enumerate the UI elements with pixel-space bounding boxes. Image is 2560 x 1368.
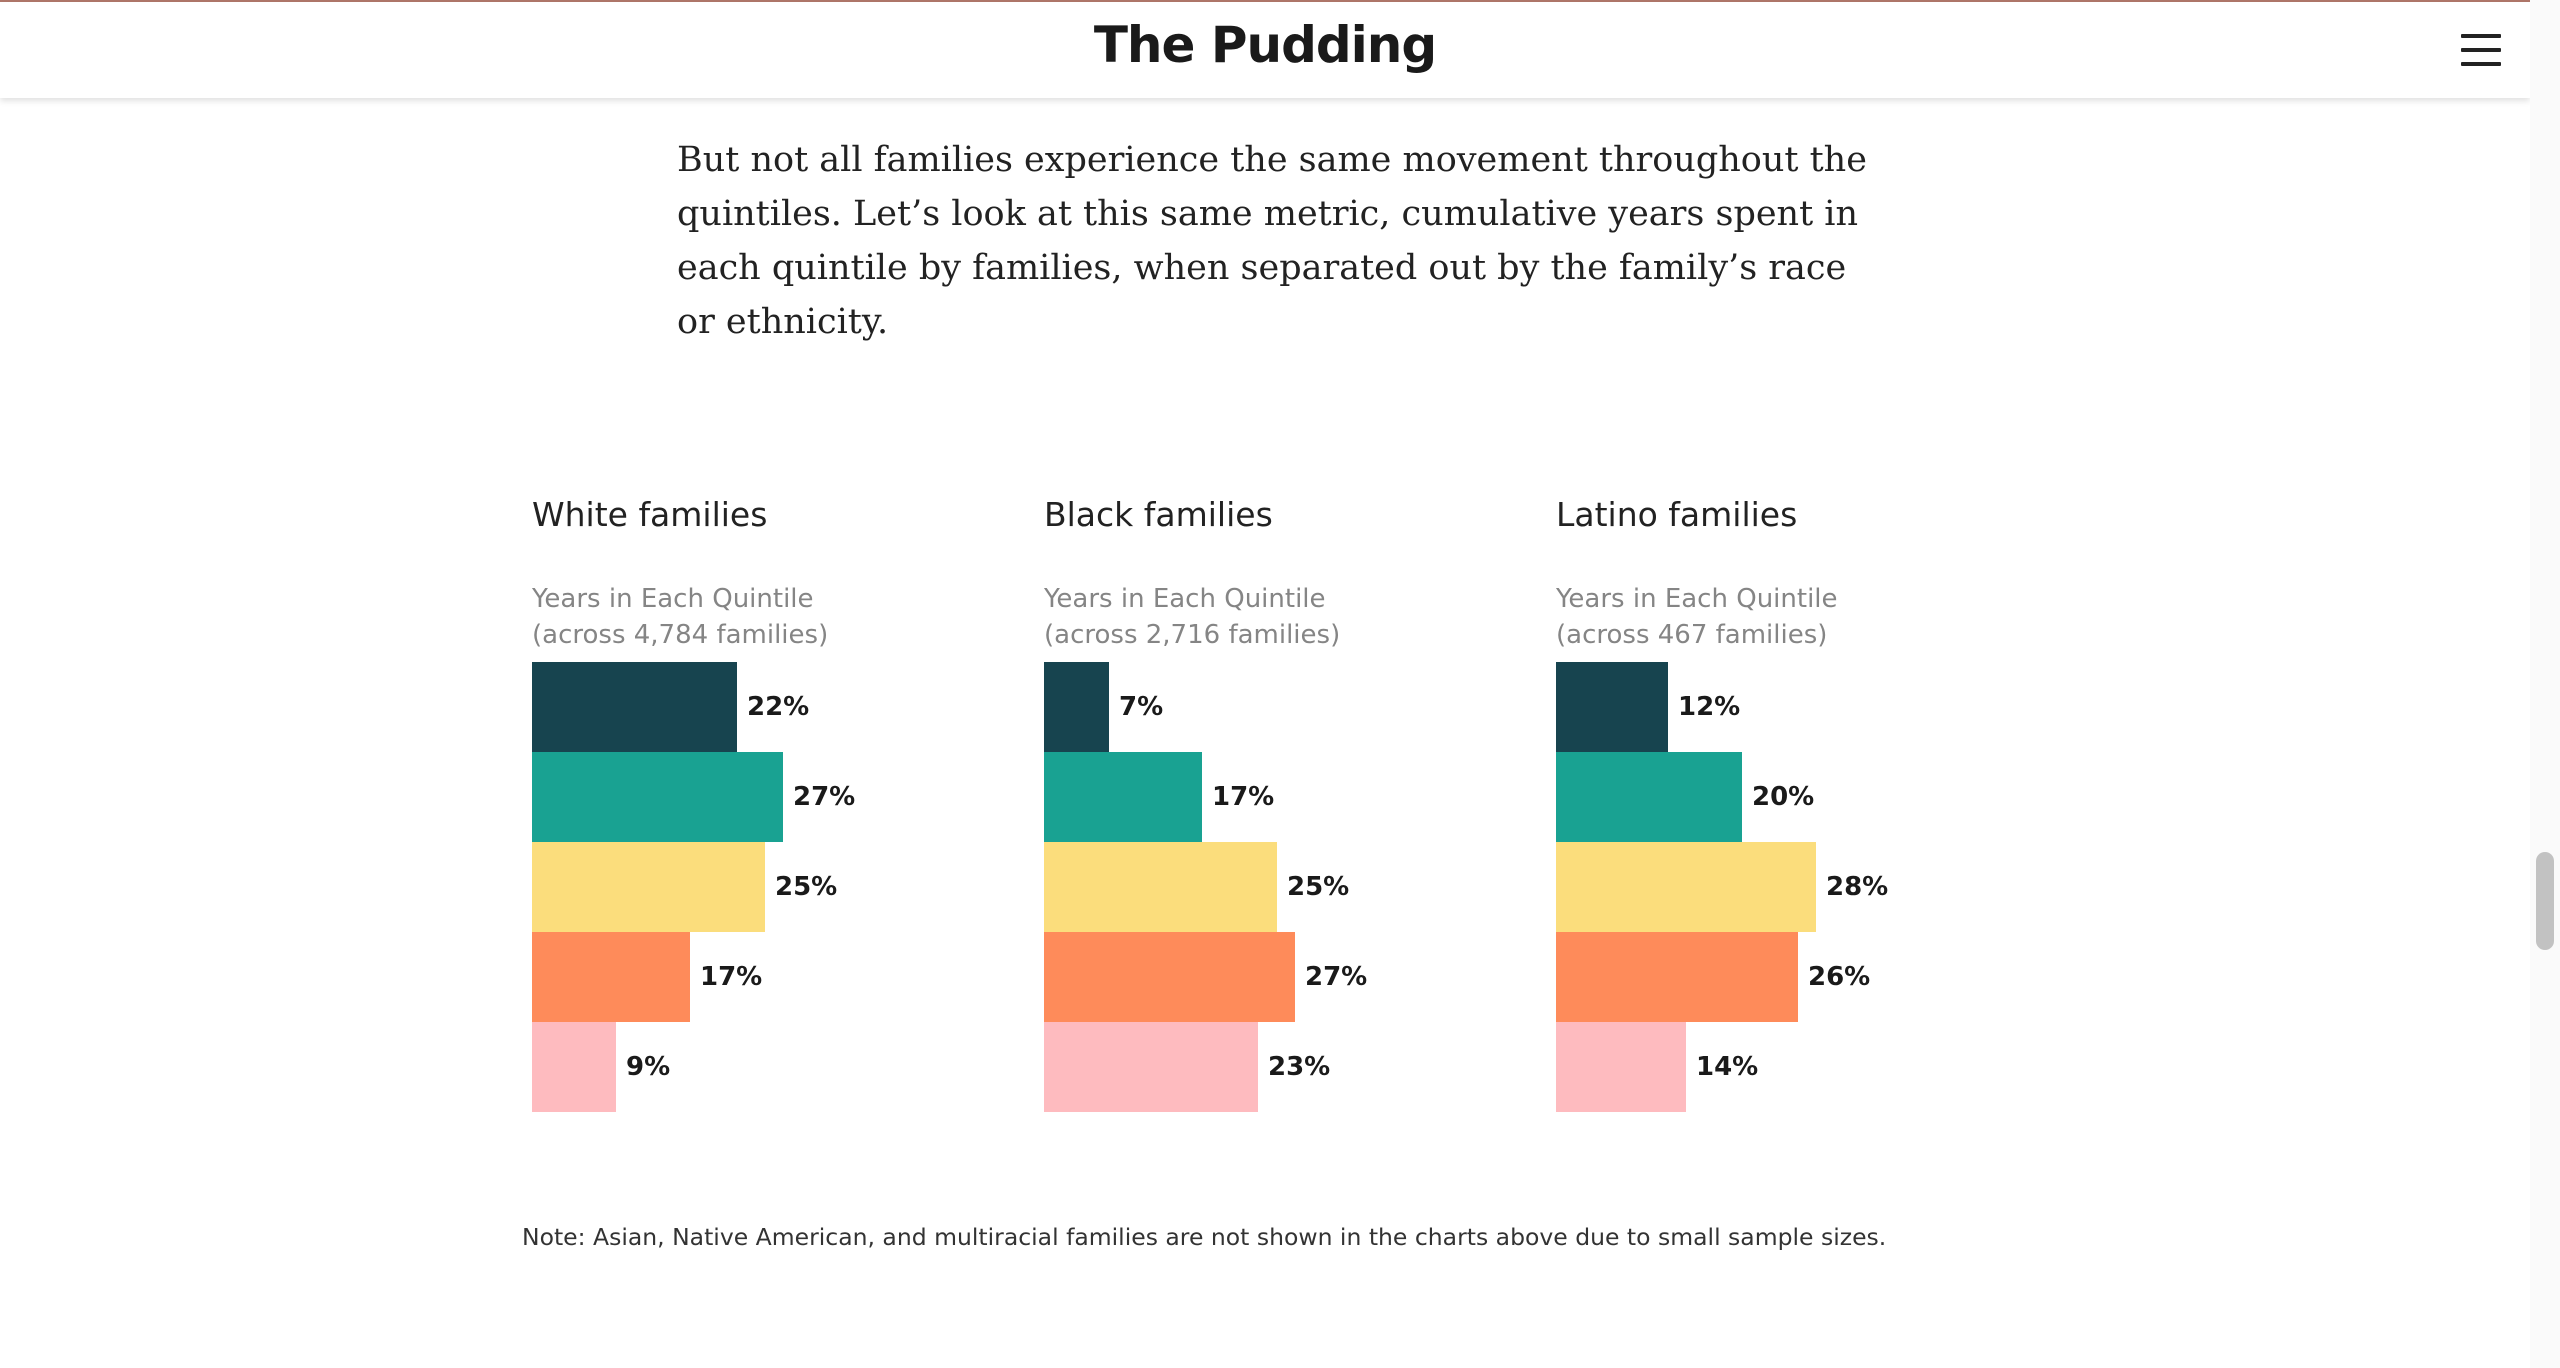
bar: [1556, 662, 1668, 752]
footnote: Note: Asian, Native American, and multir…: [522, 1223, 1887, 1251]
bar: [532, 842, 765, 932]
bar: [1556, 1022, 1686, 1112]
intro-text: But not all families experience the same…: [677, 140, 1867, 342]
chart-latino-families: Latino families Years in Each Quintile (…: [1556, 495, 2036, 1135]
bar: [1044, 662, 1109, 752]
site-logo[interactable]: The Pudding: [1093, 16, 1437, 74]
data-label: 27%: [1305, 962, 1368, 992]
data-label: 25%: [1287, 872, 1350, 902]
chart-black-families: Black families Years in Each Quintile (a…: [1044, 495, 1524, 1135]
bar: [532, 662, 737, 752]
bar: [1556, 752, 1742, 842]
chart-white-families: White families Years in Each Quintile (a…: [532, 495, 1012, 1135]
chart-title: Latino families: [1556, 495, 1798, 534]
bar: [532, 752, 783, 842]
top-accent-line: [0, 0, 2560, 2]
scrollbar-thumb[interactable]: [2536, 852, 2554, 950]
data-label: 27%: [793, 782, 856, 812]
data-label: 12%: [1678, 692, 1741, 722]
chart-subtitle-line: Years in Each Quintile: [532, 584, 814, 614]
bar: [532, 932, 690, 1022]
data-label: 23%: [1268, 1052, 1331, 1082]
data-label: 20%: [1752, 782, 1815, 812]
chart-subtitle: Years in Each Quintile (across 4,784 fam…: [532, 581, 828, 653]
bar: [1044, 1022, 1258, 1112]
data-label: 14%: [1696, 1052, 1759, 1082]
bar: [1044, 932, 1295, 1022]
data-label: 28%: [1826, 872, 1889, 902]
data-label: 9%: [626, 1052, 671, 1082]
bar: [1556, 842, 1816, 932]
scrollbar-track[interactable]: [2530, 0, 2560, 1368]
data-label: 17%: [700, 962, 763, 992]
bar: [1044, 752, 1202, 842]
data-label: 26%: [1808, 962, 1871, 992]
chart-title: White families: [532, 495, 768, 534]
chart-subtitle: Years in Each Quintile (across 467 famil…: [1556, 581, 1838, 653]
intro-paragraph: But not all families experience the same…: [677, 133, 1877, 349]
data-label: 7%: [1119, 692, 1164, 722]
chart-subtitle-line: (across 4,784 families): [532, 620, 829, 650]
bar: [532, 1022, 616, 1112]
data-label: 17%: [1212, 782, 1275, 812]
data-label: 22%: [747, 692, 810, 722]
chart-subtitle-line: Years in Each Quintile: [1044, 584, 1326, 614]
chart-subtitle-line: (across 2,716 families): [1044, 620, 1341, 650]
chart-title: Black families: [1044, 495, 1273, 534]
hamburger-menu-icon[interactable]: [2459, 32, 2503, 68]
site-header: The Pudding: [0, 2, 2530, 98]
data-label: 25%: [775, 872, 838, 902]
chart-subtitle-line: Years in Each Quintile: [1556, 584, 1838, 614]
bar: [1044, 842, 1277, 932]
chart-subtitle: Years in Each Quintile (across 2,716 fam…: [1044, 581, 1340, 653]
chart-subtitle-line: (across 467 families): [1556, 620, 1828, 650]
bar: [1556, 932, 1798, 1022]
